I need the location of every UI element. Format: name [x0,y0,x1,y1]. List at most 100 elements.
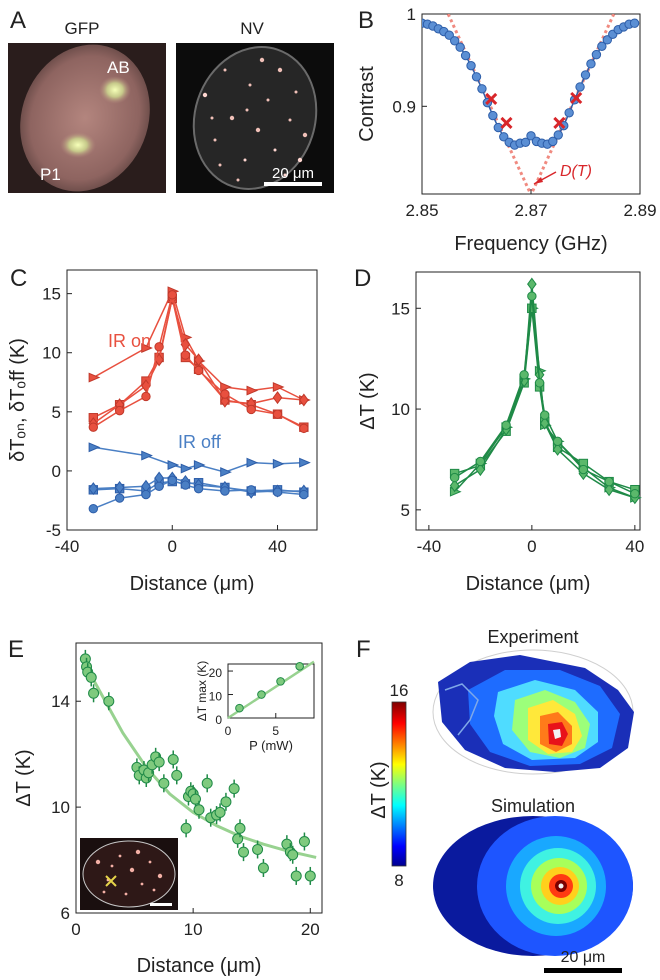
b-cross-marker [485,92,498,105]
gfp-title: GFP [65,19,100,38]
b-cross-marker [570,91,583,105]
E-inset-ytick-label: 10 [209,690,223,704]
E-inset-ytick-label: 20 [209,666,223,680]
nv-spot [245,108,249,112]
c-data-point [114,493,125,503]
C-axes-frame [66,269,318,531]
nv-spot [218,163,222,167]
b-data-point [499,132,509,142]
nv-spot [255,127,261,133]
E-inset-xtick-label: 5 [272,724,279,738]
c-data-point [246,457,259,468]
d-xlabel: Distance (μm) [466,573,591,595]
c-data-point [141,489,151,500]
c-data-point [193,353,204,367]
e-fit-curve [80,658,317,859]
d-data-point [534,378,545,388]
b-data-point [455,42,465,52]
b-data-point [548,136,558,147]
panel-a: A GFP NV AB P1 20 μm [8,7,334,193]
nv-spots [202,57,308,182]
panel-letter-b: B [358,7,374,34]
b-data-point [564,108,574,118]
e-data-point [252,843,264,855]
E-ytick-label: 6 [61,904,70,923]
c-data-point [88,372,101,383]
b-data-point [471,72,482,82]
C-ytick-label: 5 [52,403,61,422]
d-data-point [475,462,486,477]
sim-peak [558,883,564,889]
scalebar-f-label: 20 μm [561,949,606,966]
c-data-point [220,389,230,399]
c-data-point [167,475,177,486]
c-data-point [272,382,285,392]
chart-e: 0 10 20 6 10 14 Distance (μm) ΔT (K) [13,642,323,977]
nv-spot [266,98,270,102]
d-data-point [527,291,537,301]
e-data-point [298,836,310,848]
E-ytick-label: 14 [51,692,70,711]
d-data-point [449,472,460,483]
b-data-point [466,60,476,71]
e-inset-spot [124,892,128,896]
b-data-point [597,41,607,52]
e-data-point [167,753,179,765]
E-ytick-label: 10 [51,798,70,817]
e-inset-ylabel: ΔT max (K) [195,661,209,721]
b-data-point [488,110,498,121]
b-data-point [553,130,563,140]
B-ytick-label: 1 [407,5,416,24]
B-xtick-label: 2.87 [514,201,547,220]
e-inset-spot [95,859,101,865]
panel-letter-e: E [8,636,24,663]
e-data-point [304,870,316,882]
d-data-point [519,370,529,380]
b-data-point [520,137,531,148]
c-data-point [246,404,256,415]
C-ytick-label: -5 [46,521,61,540]
d-data-point [552,442,563,456]
nv-spot [283,173,287,177]
e-inset-spot [148,860,152,864]
chart-d: -40 0 40 5 10 15 Distance (μm) ΔT (K) [357,271,644,595]
panel-f: F Experiment Simulation 16 8 ΔT (K) [356,627,634,973]
simulation-title: Simulation [491,796,575,816]
annotation-arrowhead [534,177,543,184]
e-inset-xlabel: P (mW) [249,738,293,753]
e-data-point [214,806,226,818]
c-data-point [141,450,153,461]
chart-c: -40 0 40 -5 0 5 10 15 Distance (μm) δTₒₙ, δTₒff (… [7,269,318,595]
label-ab: AB [107,58,130,77]
D-ytick-label: 15 [391,299,410,318]
E-xtick-label: 0 [71,920,80,939]
e-data-point [228,783,240,795]
b-data-point [575,82,585,92]
panel-letter-d: D [354,265,371,292]
b-xlabel: Frequency (GHz) [454,233,607,255]
d-data-point [540,410,550,420]
nv-spot [248,83,252,87]
ab-spot [99,76,131,104]
e-inset-spot [102,890,106,894]
simulation-map [433,816,633,956]
nv-spot [210,116,214,120]
e-inset-data-point [295,662,304,671]
panel-c: C -40 0 40 -5 0 5 10 15 Distance (μm) δTₒₙ, δTₒff… [7,265,318,595]
c-data-point [154,342,164,352]
e-data-point [234,822,246,834]
c-data-point [272,487,283,497]
label-p1: P1 [40,165,61,184]
e-inset-spot [135,849,141,855]
label-ir-off: IR off [178,432,222,452]
e-inset-spot [152,888,156,892]
b-ylabel: Contrast [356,66,378,142]
c-data-point [180,350,191,360]
b-cross-marker [553,116,566,129]
e-data-point [171,769,183,781]
c-data-point [272,391,283,405]
D-xtick-label: 40 [625,537,644,556]
nv-cell [192,46,318,190]
b-data-point [580,70,591,80]
d-data-point [527,277,537,291]
